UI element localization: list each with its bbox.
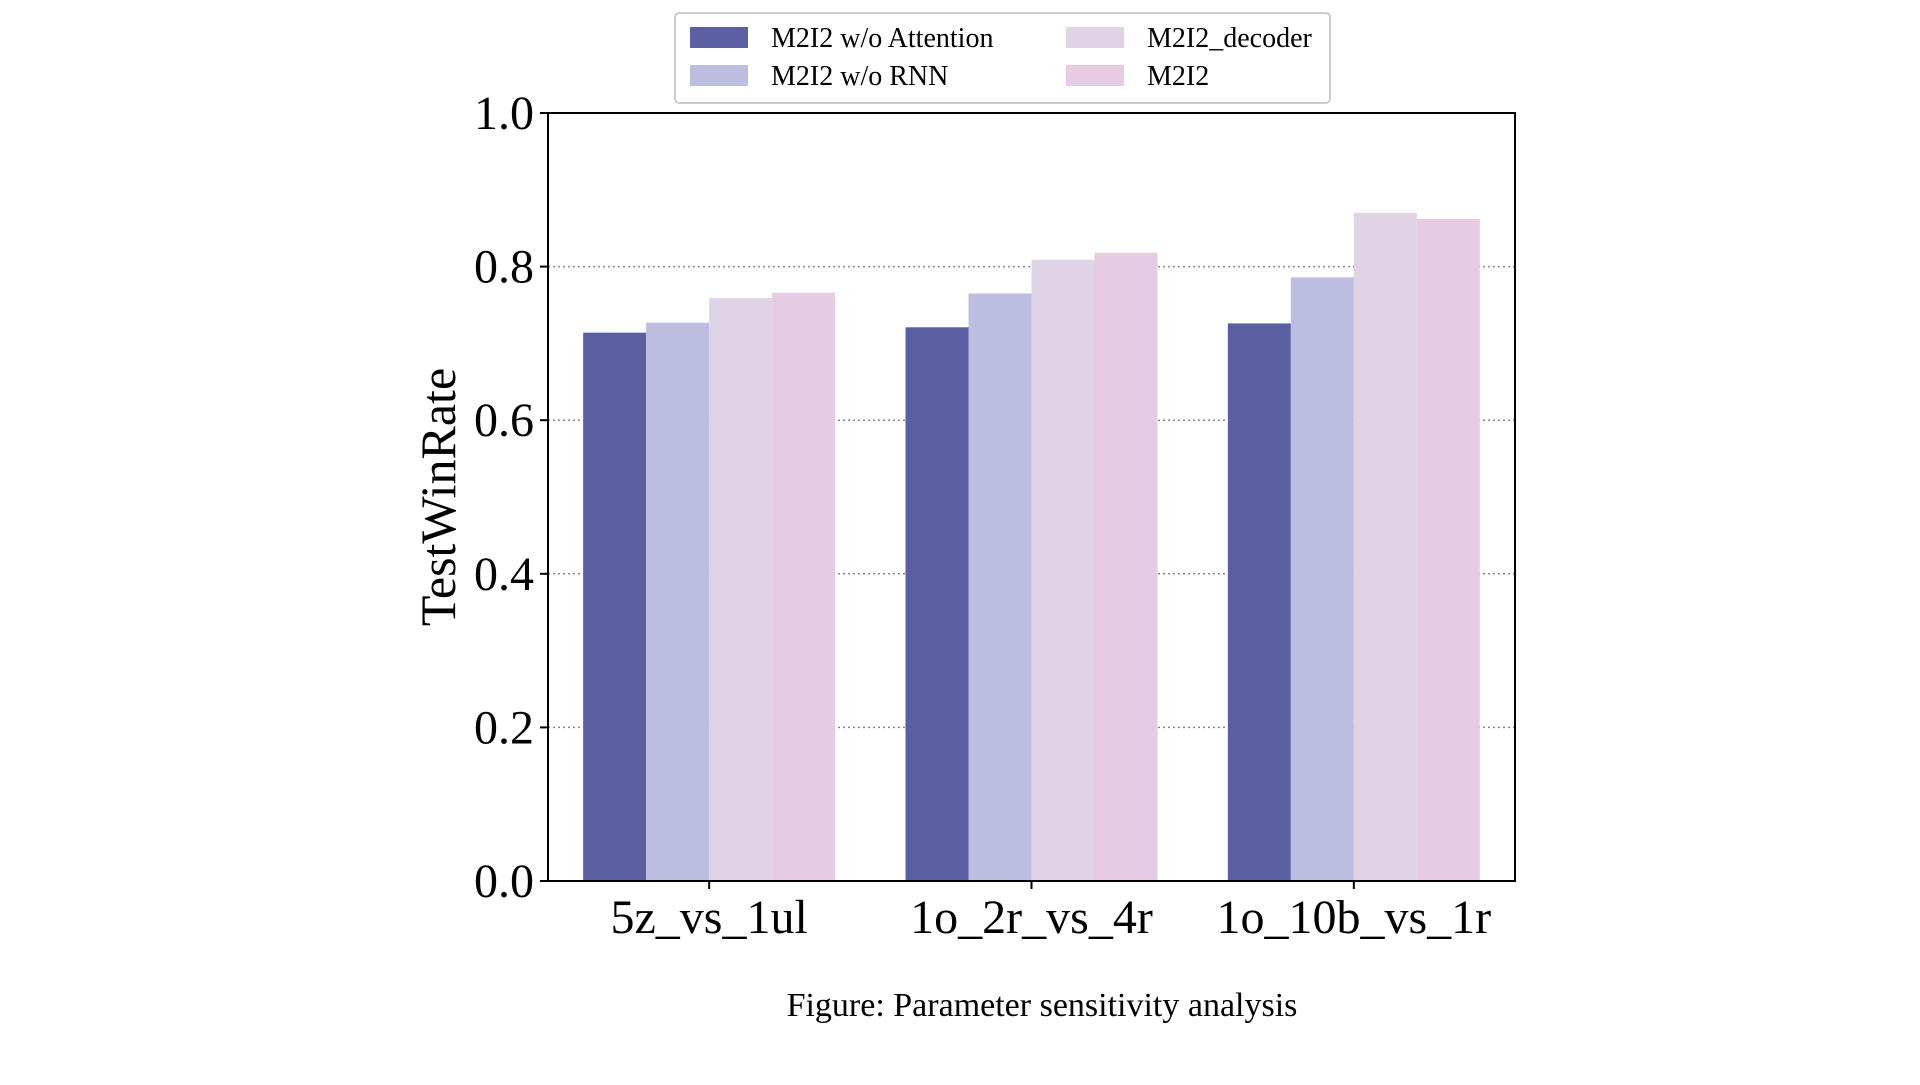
bar xyxy=(1227,323,1291,881)
bar xyxy=(1353,212,1417,882)
figure-caption: Figure: Parameter sensitivity analysis xyxy=(787,987,1298,1024)
bar xyxy=(709,298,773,881)
bar xyxy=(905,327,969,882)
legend: M2I2 w/o Attention M2I2 w/o RNN M2I2_decod… xyxy=(674,12,1331,104)
legend-swatch xyxy=(1066,65,1124,86)
legend-label: M2I2_decoder xyxy=(1147,23,1313,54)
legend-label: M2I2 w/o RNN xyxy=(771,61,948,92)
bar xyxy=(583,332,647,881)
legend-frame xyxy=(674,12,1331,104)
x-tick-label: 5z_vs_1ul xyxy=(611,891,808,944)
legend-swatch xyxy=(690,27,748,48)
bars-layer xyxy=(583,212,1480,882)
x-tick-label: 1o_10b_vs_1r xyxy=(1216,891,1491,944)
x-tick-label: 1o_2r_vs_4r xyxy=(910,891,1153,944)
legend-label: M2I2 xyxy=(1147,61,1209,92)
y-tick-label: 0.6 xyxy=(474,394,534,447)
y-tick-label: 1.0 xyxy=(474,87,534,140)
bar xyxy=(1094,252,1158,881)
y-tick-label: 0.0 xyxy=(474,855,534,908)
bar xyxy=(1031,259,1095,881)
legend-swatch xyxy=(690,65,748,86)
legend-label: M2I2 w/o Attention xyxy=(771,23,993,54)
bar xyxy=(646,322,710,881)
bar xyxy=(772,292,836,881)
y-axis-title: TestWinRate xyxy=(410,368,466,626)
y-tick-label: 0.8 xyxy=(474,241,534,294)
ticks-layer: 0.0 0.2 0.4 0.6 0.8 1.0 5z_vs_1ul 1o_2r_vs_4r 1o… xyxy=(474,87,1491,944)
y-tick-label: 0.2 xyxy=(474,701,534,754)
bar xyxy=(1416,218,1480,881)
bar xyxy=(1290,277,1354,881)
bar xyxy=(968,293,1032,882)
y-tick-label: 0.4 xyxy=(474,548,534,601)
legend-swatch xyxy=(1066,27,1124,48)
